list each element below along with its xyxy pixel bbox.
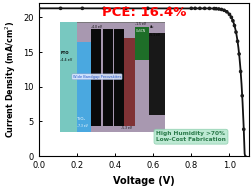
Point <box>214 7 218 10</box>
Point <box>229 16 233 19</box>
Point <box>124 7 128 10</box>
Point <box>242 128 246 131</box>
Point <box>212 7 216 10</box>
Point <box>58 7 62 10</box>
Point <box>236 40 240 43</box>
Point <box>198 7 202 10</box>
Point <box>37 7 41 10</box>
Point <box>207 7 211 10</box>
Point <box>239 70 243 73</box>
Text: PCE: 16.4%: PCE: 16.4% <box>102 6 186 19</box>
Point <box>189 7 193 10</box>
Y-axis label: Current Density (mA/cm$^2$): Current Density (mA/cm$^2$) <box>4 21 18 139</box>
Point <box>217 7 221 10</box>
Point <box>225 10 229 13</box>
Point <box>80 7 84 10</box>
Point <box>102 7 106 10</box>
Point <box>231 19 235 22</box>
Point <box>222 9 226 12</box>
Point <box>219 8 224 11</box>
Text: High Humidity >70%
Low-Cost Fabrication: High Humidity >70% Low-Cost Fabrication <box>156 131 226 142</box>
Point <box>234 31 238 34</box>
Point <box>146 7 150 10</box>
Point <box>237 53 241 56</box>
Point <box>203 7 207 10</box>
Point <box>193 7 197 10</box>
Point <box>232 24 236 27</box>
X-axis label: Voltage (V): Voltage (V) <box>113 176 175 186</box>
Point <box>168 7 172 10</box>
Point <box>240 94 244 97</box>
Point <box>228 13 232 16</box>
